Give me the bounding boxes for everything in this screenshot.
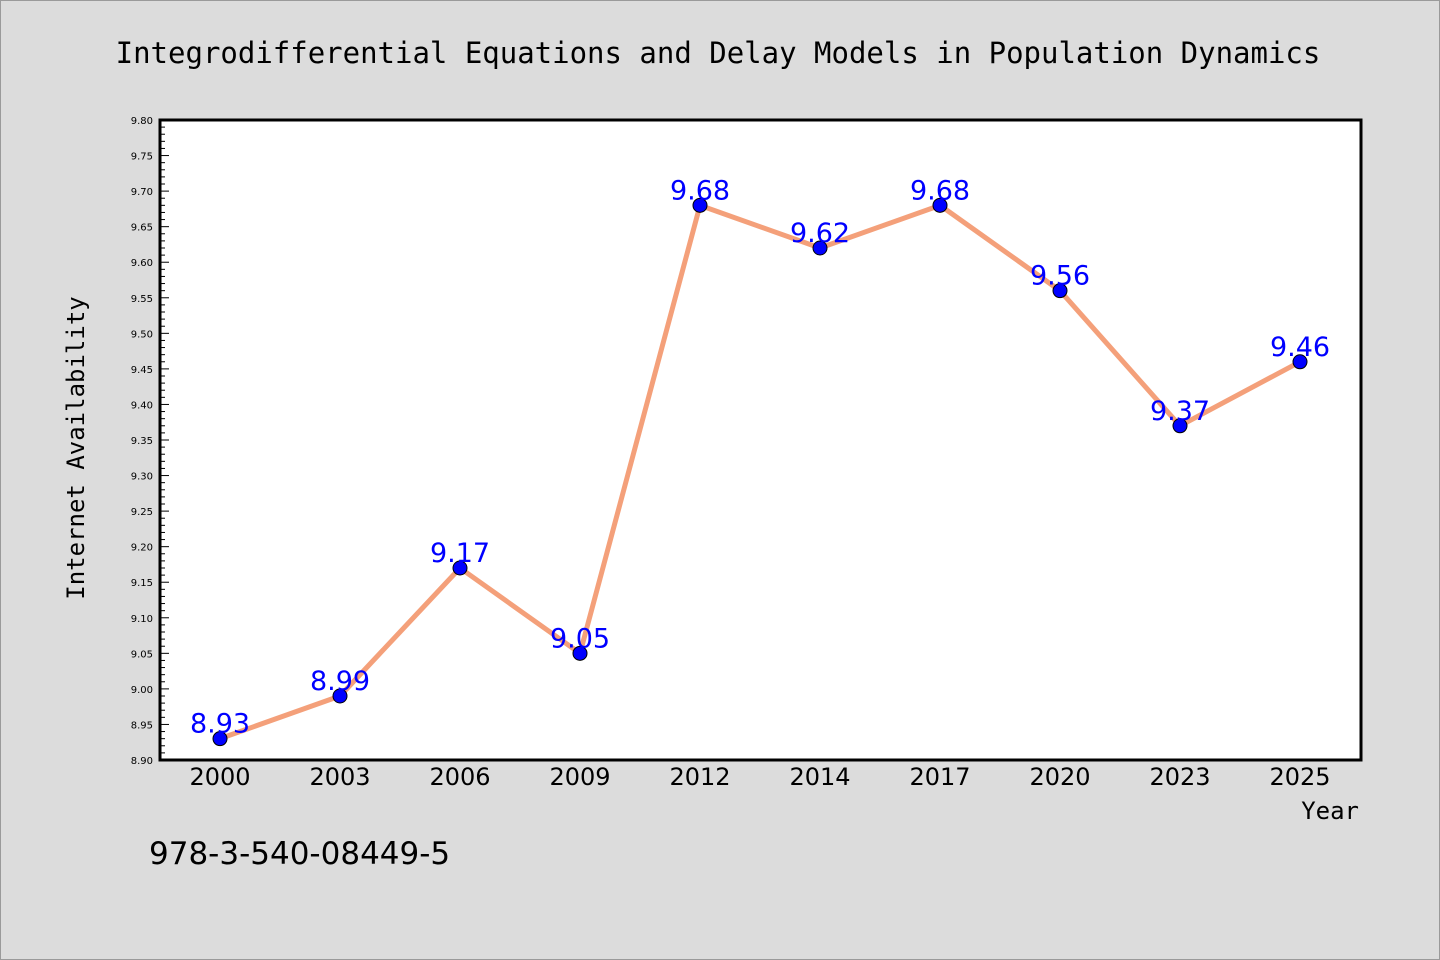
series-line-layer: [217, 202, 1303, 742]
data-label: 9.37: [1150, 396, 1210, 427]
y-axis: 8.90 8.95 9.00 9.05 9.10 9.15 9.20 9.25 9.30 9.35…: [131, 116, 169, 767]
data-point: [332, 688, 348, 704]
data-label: 9.68: [910, 175, 970, 206]
data-point: [1292, 354, 1308, 370]
y-tick-label: 9.80: [131, 116, 153, 127]
data-point: [452, 560, 468, 576]
data-label: 9.05: [550, 623, 610, 654]
y-tick-label: 8.95: [131, 720, 153, 731]
data-label: 8.93: [190, 709, 250, 740]
x-tick-label: 2014: [789, 763, 850, 791]
data-label: 9.68: [670, 175, 730, 206]
x-axis: 2000 2003 2006 2009 2012 2014 2017 2020 2023 2025: [189, 763, 1330, 791]
data-label: 9.62: [790, 218, 850, 249]
y-tick-label: 9.30: [131, 472, 153, 483]
data-label: 9.46: [1270, 332, 1330, 363]
x-tick-label: 2023: [1149, 763, 1210, 791]
x-tick-label: 2020: [1029, 763, 1090, 791]
data-point: [812, 240, 828, 256]
y-tick-label: 9.75: [131, 152, 153, 163]
y-tick-label: 9.00: [131, 685, 153, 696]
y-tick-label: 9.55: [131, 294, 153, 305]
chart-title: Integrodifferential Equations and Delay …: [116, 36, 1321, 70]
data-labels-layer: 8.93 8.99 9.17 9.05 9.68 9.62 9.68 9.56 9.37 9.46: [190, 175, 1330, 739]
y-tick-label: 9.50: [131, 329, 153, 340]
y-tick-label: 9.65: [131, 223, 153, 234]
x-tick-label: 2012: [669, 763, 730, 791]
data-points-layer: [212, 197, 1308, 747]
y-tick-label: 9.35: [131, 436, 153, 447]
y-tick-label: 9.70: [131, 187, 153, 198]
x-tick-label: 2017: [909, 763, 970, 791]
x-tick-label: 2003: [309, 763, 370, 791]
y-tick-label: 9.25: [131, 507, 153, 518]
series-line: [217, 202, 1303, 742]
y-tick-label: 9.40: [131, 400, 153, 411]
x-axis-label: Year: [1301, 797, 1359, 825]
y-axis-label: Internet Availability: [62, 296, 90, 599]
plot-area: [158, 118, 1363, 762]
y-tick-label: 9.20: [131, 543, 153, 554]
data-point: [1052, 283, 1068, 299]
data-point: [1172, 418, 1188, 434]
y-tick-label: 9.60: [131, 258, 153, 269]
data-label: 9.56: [1030, 261, 1090, 292]
y-tick-label: 9.05: [131, 649, 153, 660]
x-tick-label: 2000: [189, 763, 250, 791]
data-point: [212, 731, 228, 747]
isbn-text: 978-3-540-08449-5: [149, 836, 450, 872]
x-tick-label: 2009: [549, 763, 610, 791]
x-tick-label: 2025: [1269, 763, 1330, 791]
x-tick-label: 2006: [429, 763, 490, 791]
data-label: 9.17: [430, 538, 490, 569]
data-point: [692, 197, 708, 213]
data-point: [932, 197, 948, 213]
y-tick-label: 9.45: [131, 365, 153, 376]
y-tick-label: 8.90: [131, 756, 153, 767]
y-tick-label: 9.10: [131, 614, 153, 625]
data-point: [572, 645, 588, 661]
data-label: 8.99: [310, 666, 370, 697]
y-tick-label: 9.15: [131, 578, 153, 589]
